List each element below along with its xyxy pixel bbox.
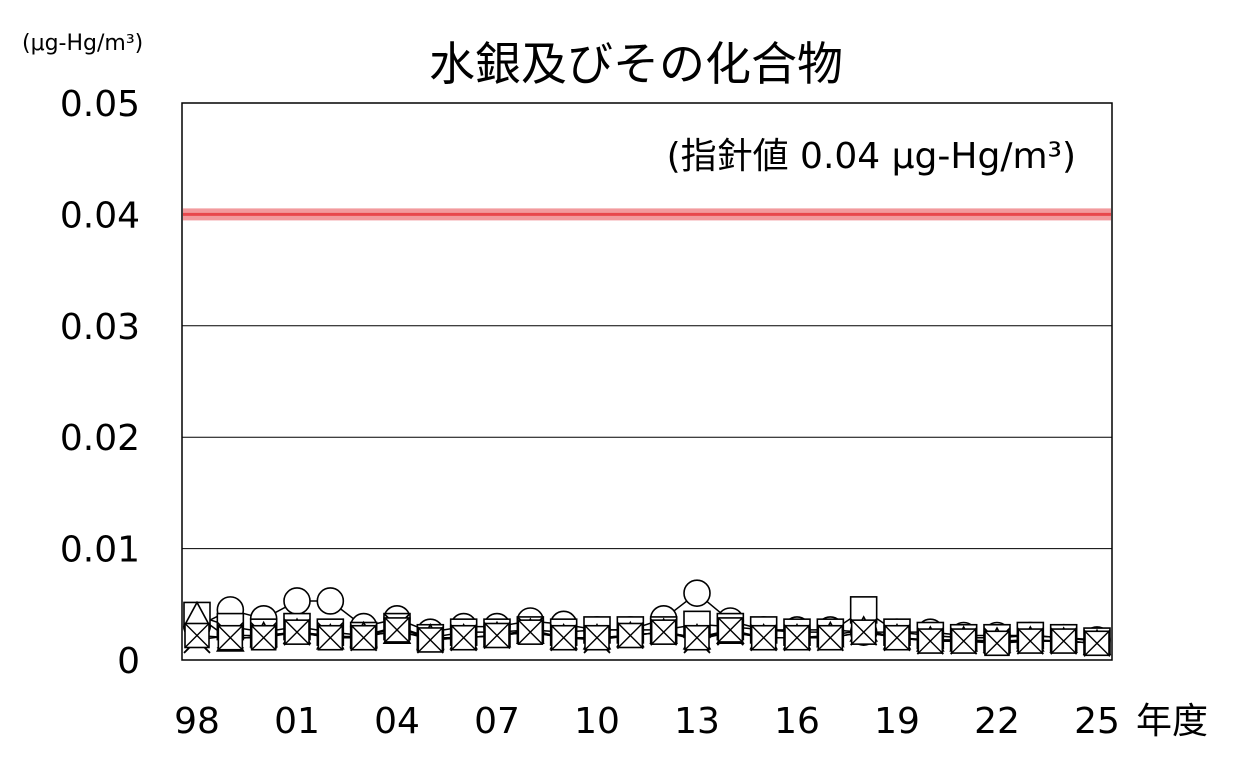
data-point-boxcross [784,624,810,651]
series-group [182,579,1112,657]
plot-area [181,102,1113,661]
guideline-label: (指針値 0.04 μg-Hg/m³) [667,136,1076,177]
data-point-boxcross [384,617,410,643]
data-point-boxcross [450,624,477,651]
x-tick-label: 25 [1074,701,1120,742]
y-tick-label: 0.02 [60,418,140,459]
data-point-boxcross [717,617,744,643]
data-point-boxcross [250,624,277,651]
data-point-boxcross [350,624,377,651]
data-point-boxcross [417,627,444,653]
x-tick-label: 16 [774,701,820,742]
data-point-boxcross [517,619,544,645]
data-point-boxcross [584,624,610,651]
data-point-boxcross [750,624,777,651]
x-tick-label: 22 [974,701,1020,742]
x-tick-label: 04 [374,701,420,742]
guideline [183,208,1111,221]
series-5 [184,617,1110,657]
data-point-boxcross [1050,628,1077,654]
x-tick-label: 10 [574,701,620,742]
series-line [196,608,1098,642]
data-point-boxcross [817,624,844,651]
data-point-boxcross [284,619,310,645]
data-point-boxcross [684,624,710,651]
x-tick-label: 01 [274,701,320,742]
series-line [196,629,1098,645]
data-point-boxcross [184,622,210,649]
y-tick-label: 0 [117,641,140,682]
x-tick-label: 98 [174,701,220,742]
data-point-boxcross [850,619,877,645]
x-axis-label: 年度 [1136,701,1208,742]
data-point-boxcross [550,624,577,651]
data-point-boxcross [884,624,910,651]
series-line [196,592,1098,641]
data-point-circle [683,579,711,607]
data-point-boxcross [984,630,1010,657]
chart-title: 水銀及びその化合物 [429,37,843,91]
y-tick-label: 0.05 [60,84,140,125]
data-point-boxcross [950,628,977,654]
y-axis-ticks: 0 0.01 0.02 0.03 0.04 0.05 [60,84,140,682]
x-tick-label: 13 [674,701,720,742]
y-tick-label: 0.01 [60,530,140,571]
data-point-circle [283,587,311,615]
data-point-boxcross [217,624,244,651]
data-point-boxcross [1084,630,1110,657]
data-point-circle [316,587,345,615]
y-axis-unit-label: (μg-Hg/m³) [22,31,143,56]
data-point-boxcross [617,622,644,649]
y-tick-label: 0.03 [60,307,140,348]
data-point-boxcross [484,622,510,649]
data-point-boxcross [650,619,677,645]
x-tick-label: 07 [474,701,520,742]
gridlines [182,325,1112,550]
x-tick-label: 19 [874,701,920,742]
x-axis-ticks: 98 01 04 07 10 13 16 19 22 25 [174,701,1120,742]
data-point-boxcross [317,624,344,651]
y-tick-label: 0.04 [60,195,140,236]
data-point-boxcross [1017,628,1044,654]
data-point-boxcross [917,628,944,654]
